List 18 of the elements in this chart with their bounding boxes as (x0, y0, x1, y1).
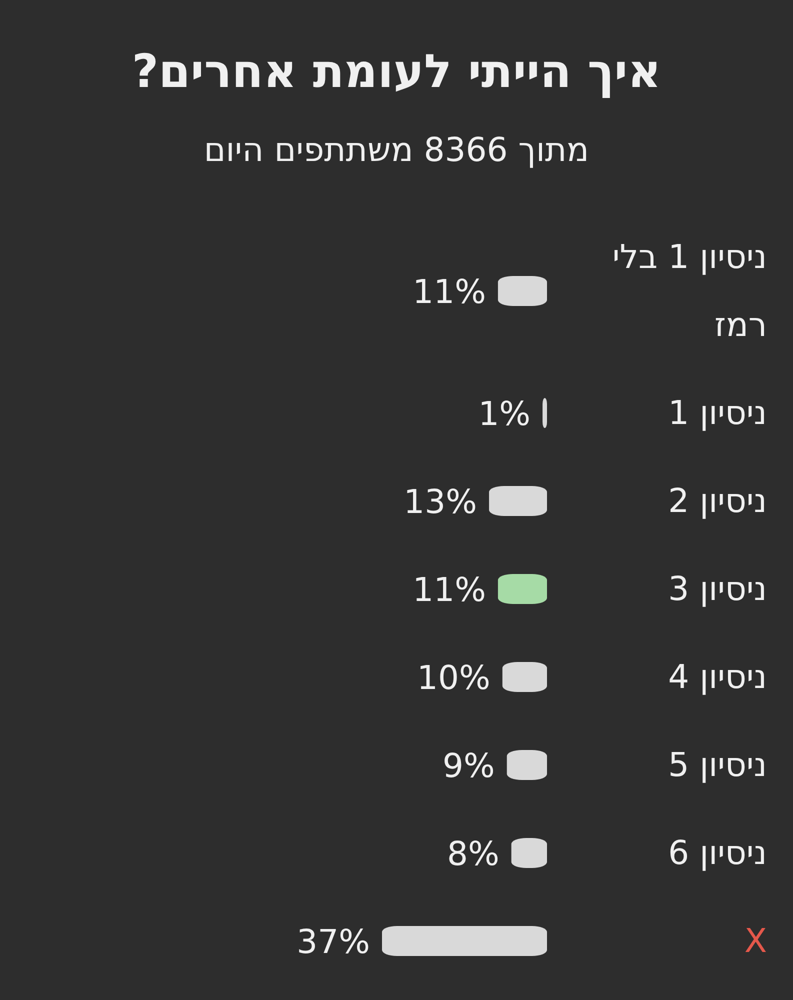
y-tick-label: ניסיון 5 (667, 744, 767, 786)
data-label: 11% (412, 570, 486, 608)
y-tick-label: ניסיון 1 (667, 392, 767, 434)
data-label: 13% (404, 482, 478, 520)
data-label: 8% (446, 834, 500, 872)
y-tick-label: ניסיון 2 (667, 480, 767, 522)
y-tick-label: ניסיון 1 בלי רמז (611, 236, 767, 346)
data-label: 9% (442, 746, 495, 784)
chart-title: איך הייתי לעומת אחרים? (130, 44, 662, 98)
data-label: 37% (296, 922, 370, 960)
y-tick-label: X (743, 920, 767, 962)
data-label: 11% (412, 272, 486, 310)
y-tick-label: ניסיון 6 (667, 832, 767, 874)
data-label: 10% (417, 658, 490, 696)
y-tick-label: ניסיון 4 (667, 656, 767, 698)
data-label: 1% (478, 394, 531, 432)
y-tick-label: ניסיון 3 (667, 568, 767, 610)
chart-subtitle: מתוך 8366 משתתפים היום (202, 130, 590, 169)
